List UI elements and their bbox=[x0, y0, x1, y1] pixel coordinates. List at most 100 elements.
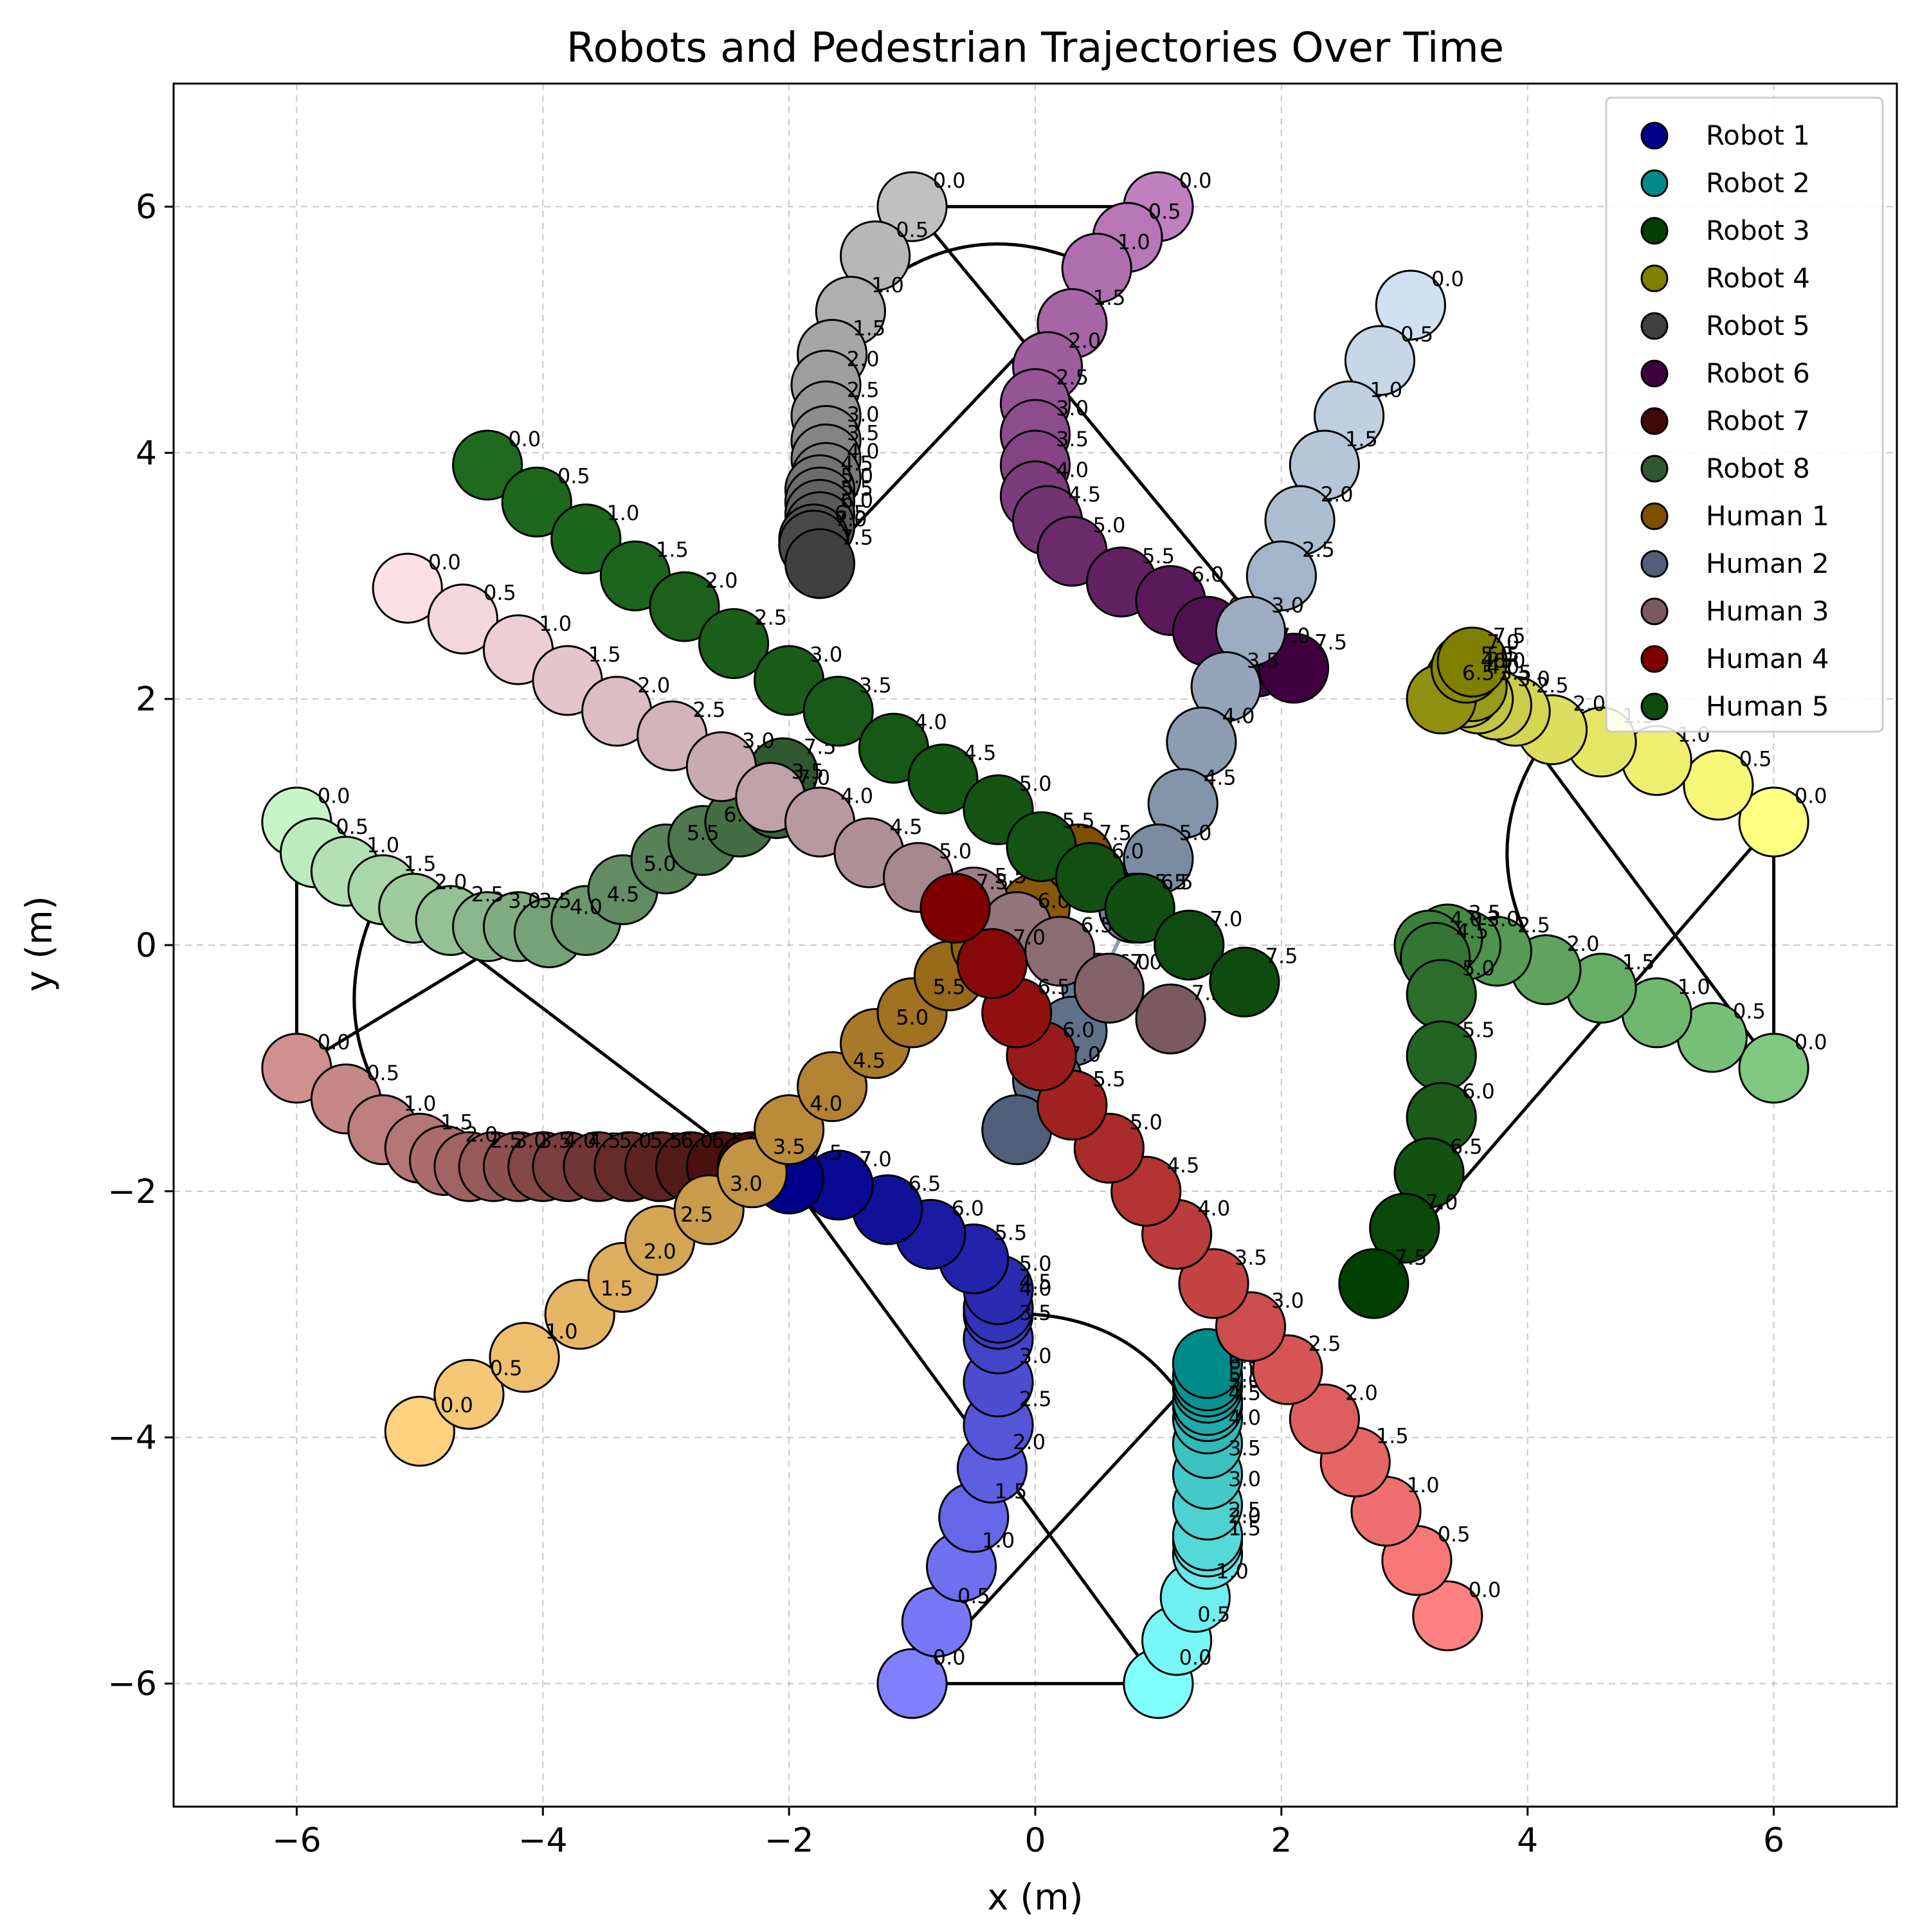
time-label: 0.5 bbox=[1197, 1602, 1230, 1627]
time-label: 4.5 bbox=[1456, 919, 1489, 944]
time-label: 0.5 bbox=[1438, 1522, 1471, 1547]
time-label: 4.5 bbox=[606, 882, 639, 907]
time-label: 1.0 bbox=[1678, 975, 1710, 999]
time-label: 1.0 bbox=[367, 833, 399, 858]
time-label: 3.5 bbox=[1499, 661, 1532, 685]
x-tick-label: 0 bbox=[1024, 1821, 1046, 1860]
time-label: 6.0 bbox=[951, 1196, 984, 1220]
time-label: 3.5 bbox=[1468, 901, 1501, 925]
marker-point bbox=[802, 676, 874, 747]
marker-point bbox=[1338, 1248, 1409, 1319]
time-label: 5.0 bbox=[1019, 1252, 1052, 1276]
time-label: 1.0 bbox=[404, 1092, 437, 1116]
time-label: 2.5 bbox=[754, 606, 787, 630]
marker-point bbox=[797, 1051, 868, 1123]
y-tick-label: 6 bbox=[136, 188, 157, 226]
time-label: 0.5 bbox=[957, 1584, 990, 1608]
time-label: 2.5 bbox=[1309, 1332, 1341, 1356]
time-label: 6.5 bbox=[1450, 1135, 1483, 1159]
y-tick-label: 2 bbox=[136, 680, 157, 719]
time-label: 0.0 bbox=[428, 550, 461, 574]
time-label: 3.0 bbox=[1271, 593, 1304, 617]
time-label: 2.0 bbox=[644, 1239, 676, 1263]
time-label: 4.5 bbox=[1166, 1153, 1199, 1177]
time-label: 3.0 bbox=[810, 642, 842, 667]
time-label: 5.0 bbox=[1019, 772, 1052, 796]
time-label: 1.5 bbox=[1345, 427, 1378, 451]
time-label: 1.5 bbox=[1093, 285, 1126, 310]
series-human-5: 0.00.51.01.52.02.53.03.54.04.55.05.56.06… bbox=[452, 427, 1298, 1018]
time-label: 1.5 bbox=[1228, 1516, 1261, 1540]
series-robot-5: 0.0 0.5 1.0 1.5 2.0 2.53.03.54.04.55.05.56.06… bbox=[778, 168, 966, 599]
marker-point bbox=[1369, 1193, 1440, 1264]
time-label: 4.0 bbox=[840, 784, 873, 808]
time-label: 1.5 bbox=[656, 537, 689, 562]
time-label: 3.0 bbox=[1056, 396, 1089, 420]
connector-line-4 bbox=[910, 205, 1295, 669]
marker-point bbox=[1209, 946, 1280, 1018]
time-label: 1.5 bbox=[1622, 950, 1655, 975]
time-label: 4.0 bbox=[847, 439, 880, 464]
marker-point bbox=[1135, 983, 1206, 1054]
time-label: 2.0 bbox=[1567, 932, 1600, 956]
time-label: 7.0 bbox=[1425, 1190, 1458, 1214]
time-label: 6.5 bbox=[1161, 870, 1193, 894]
time-label: 2.5 bbox=[1517, 913, 1550, 937]
legend-label: Robot 7 bbox=[1706, 405, 1810, 437]
legend-marker bbox=[1640, 407, 1669, 435]
time-label: 3.0 bbox=[1487, 907, 1519, 932]
time-label: 2.0 bbox=[434, 870, 467, 894]
time-label: 3.5 bbox=[847, 420, 880, 445]
time-label: 6.5 bbox=[908, 1171, 941, 1196]
legend-marker bbox=[1640, 169, 1669, 197]
legend-label: Human 5 bbox=[1706, 691, 1829, 722]
time-label: 2.5 bbox=[693, 698, 725, 722]
time-label: 3.5 bbox=[1235, 1245, 1267, 1270]
time-label: 4.0 bbox=[1487, 655, 1519, 679]
time-label: 5.0 bbox=[939, 839, 972, 863]
time-label: 7.0 bbox=[835, 507, 867, 531]
marker-point bbox=[876, 171, 948, 242]
time-label: 0.5 bbox=[1148, 199, 1181, 224]
time-label: 3.0 bbox=[514, 1128, 547, 1153]
x-tick-label: −4 bbox=[518, 1821, 568, 1860]
time-label: 0.5 bbox=[1400, 322, 1433, 347]
time-label: 4.5 bbox=[1068, 482, 1101, 507]
time-label: 7.0 bbox=[859, 1147, 892, 1171]
time-label: 5.0 bbox=[644, 851, 676, 876]
marker-point bbox=[754, 1094, 825, 1166]
legend-label: Human 1 bbox=[1706, 500, 1829, 532]
time-label: 6.0 bbox=[1462, 1079, 1495, 1104]
axes: −6 −4 −2 0 2 4 6 −6 −4 −2 0 2 4 6 bbox=[107, 82, 1898, 1860]
time-label: 5.0 bbox=[1481, 642, 1514, 667]
time-label: 5.5 bbox=[840, 476, 873, 501]
time-label: 0.5 bbox=[557, 464, 590, 488]
time-label: 4.5 bbox=[1481, 649, 1514, 673]
time-label: 5.5 bbox=[687, 821, 720, 845]
time-label: 0.5 bbox=[490, 1356, 523, 1380]
marker-point bbox=[1683, 750, 1754, 821]
time-label: 4.0 bbox=[1450, 907, 1483, 932]
time-label: 7.0 bbox=[1209, 907, 1242, 932]
legend-marker bbox=[1640, 359, 1669, 388]
time-label: 7.5 bbox=[1099, 821, 1132, 845]
marker-point bbox=[489, 1322, 560, 1393]
legend-label: Human 2 bbox=[1706, 548, 1829, 579]
series-human-4: 0.00.51.01.52.02.53.03.54.04.55.05.56.06… bbox=[919, 870, 1501, 1652]
time-label: 6.5 bbox=[1462, 661, 1495, 685]
time-label: 3.0 bbox=[742, 728, 775, 753]
time-label: 0.0 bbox=[1179, 168, 1212, 193]
time-label: 4.5 bbox=[890, 815, 923, 839]
time-label: 3.5 bbox=[1247, 649, 1280, 673]
x-tick-label: −2 bbox=[765, 1821, 814, 1860]
marker-point bbox=[1073, 952, 1145, 1024]
legend-label: Robot 6 bbox=[1706, 357, 1810, 389]
x-tick-label: −6 bbox=[272, 1821, 322, 1860]
time-label: 1.5 bbox=[1376, 1424, 1409, 1449]
time-label: 3.0 bbox=[847, 402, 880, 427]
marker-point bbox=[1344, 325, 1416, 396]
connector-line-3 bbox=[1372, 820, 1775, 1285]
marker-point bbox=[919, 872, 991, 944]
